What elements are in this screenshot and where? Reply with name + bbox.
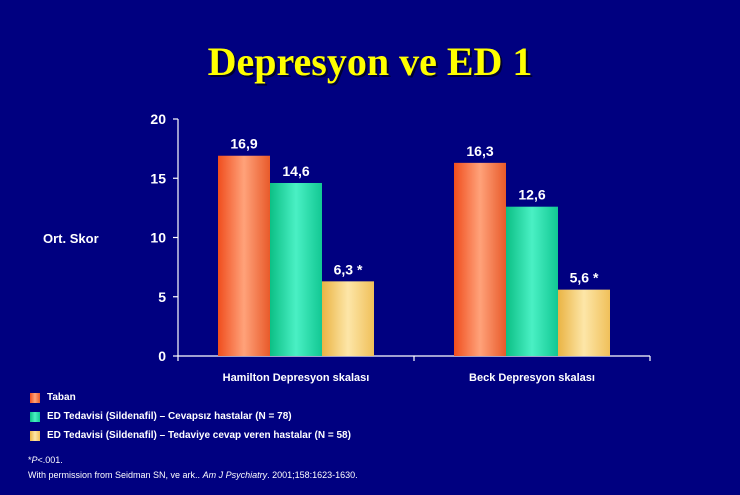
bar-0-0 [218,155,270,356]
citation-suffix: . 2001;158:1623-1630. [267,470,358,480]
y-tick-label: 0 [158,348,166,364]
legend-item-cevapsiz: ED Tedavisi (Sildenafil) – Cevapsız hast… [30,408,351,425]
citation-footnote: With permission from Seidman SN, ve ark.… [28,470,358,480]
bar-1-2 [558,289,610,356]
legend-label-cevap-veren: ED Tedavisi (Sildenafil) – Tedaviye ceva… [47,430,351,441]
legend: Taban ED Tedavisi (Sildenafil) – Cevapsı… [30,389,351,446]
y-tick-label: 5 [158,289,166,305]
pvalue-prefix: * [28,455,32,465]
y-tick-label: 15 [150,170,166,186]
bar-1-1 [506,206,558,356]
y-tick-label: 20 [150,111,166,127]
legend-label-taban: Taban [47,392,76,403]
bar-0-1 [270,182,322,356]
legend-swatch-taban [30,392,40,403]
legend-label-cevapsiz: ED Tedavisi (Sildenafil) – Cevapsız hast… [47,411,292,422]
legend-swatch-cevapsiz [30,411,40,422]
data-label-1-1: 12,6 [518,187,545,203]
y-axis-label: Ort. Skor [43,231,99,246]
legend-swatch-cevap-veren [30,430,40,441]
citation-journal: Am J Psychiatry [202,470,268,480]
citation-prefix: With permission from Seidman SN, ve ark.… [28,470,203,480]
slide-title: Depresyon ve ED 1 [207,39,533,84]
pvalue-footnote: *P<.001. [28,455,63,465]
legend-item-cevap-veren: ED Tedavisi (Sildenafil) – Tedaviye ceva… [30,427,351,444]
legend-item-taban: Taban [30,389,351,406]
pvalue-rest: <.001. [37,455,63,465]
data-label-0-0: 16,9 [230,136,257,152]
y-tick-label: 10 [150,230,166,246]
category-label-1: Beck Depresyon skalası [469,372,595,384]
bar-1-0 [454,162,506,356]
category-label-0: Hamilton Depresyon skalası [223,372,370,384]
data-label-0-1: 14,6 [282,163,309,179]
data-label-1-2: 5,6 * [570,270,599,286]
data-label-0-2: 6,3 * [334,261,363,277]
data-label-1-0: 16,3 [466,143,493,159]
pvalue-p: P [31,455,38,465]
bar-0-2 [322,281,374,356]
